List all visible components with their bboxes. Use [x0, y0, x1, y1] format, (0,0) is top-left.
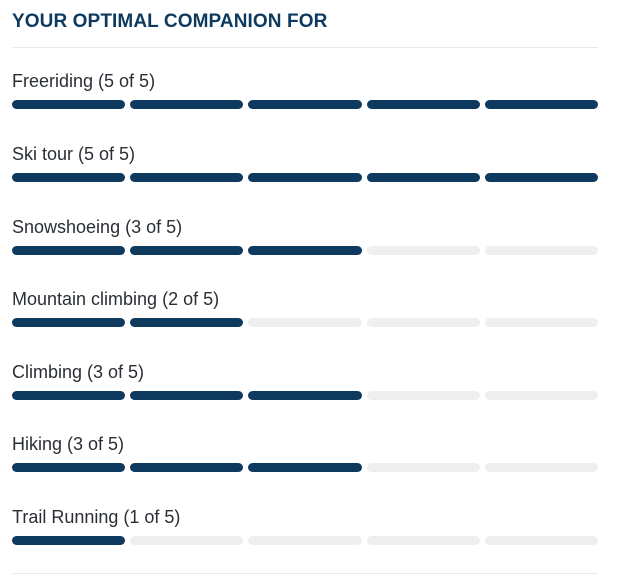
- rating-segment-filled: [12, 246, 126, 255]
- rating-segment-empty: [130, 536, 244, 545]
- divider: [12, 573, 598, 574]
- rating-bar: [12, 391, 599, 400]
- activity-label: Climbing (3 of 5): [12, 362, 145, 382]
- rating-segment-filled: [248, 173, 362, 182]
- rating-segment-empty: [484, 318, 599, 327]
- rating-segment-empty: [366, 536, 480, 545]
- rating-segment-filled: [130, 391, 244, 400]
- activity-label: Hiking (3 of 5): [12, 434, 125, 454]
- activity-rating-mountain-climbing: Mountain climbing (2 of 5): [12, 288, 599, 338]
- activity-rating-hiking: Hiking (3 of 5): [12, 433, 599, 483]
- section-title: YOUR OPTIMAL COMPANION FOR: [12, 11, 328, 32]
- rating-segment-filled: [248, 100, 362, 109]
- activity-rating-trail-running: Trail Running (1 of 5): [12, 506, 599, 556]
- rating-segment-empty: [366, 391, 480, 400]
- rating-segment-filled: [12, 318, 126, 327]
- rating-segment-filled: [12, 173, 126, 182]
- rating-bar: [12, 173, 599, 182]
- rating-segment-filled: [130, 173, 244, 182]
- rating-bar: [12, 463, 599, 472]
- rating-segment-filled: [130, 463, 244, 472]
- divider: [12, 47, 598, 48]
- rating-segment-filled: [130, 100, 244, 109]
- activity-label: Ski tour (5 of 5): [12, 144, 136, 164]
- rating-segment-empty: [484, 463, 599, 472]
- rating-segment-filled: [12, 100, 126, 109]
- rating-segment-filled: [12, 536, 126, 545]
- rating-segment-empty: [366, 463, 480, 472]
- rating-segment-empty: [248, 318, 362, 327]
- rating-segment-empty: [484, 536, 599, 545]
- rating-segment-empty: [248, 536, 362, 545]
- rating-segment-filled: [248, 463, 362, 472]
- rating-segment-filled: [130, 318, 244, 327]
- activity-rating-climbing: Climbing (3 of 5): [12, 361, 599, 411]
- rating-bar: [12, 536, 599, 545]
- rating-segment-filled: [366, 173, 480, 182]
- rating-segment-filled: [12, 463, 126, 472]
- companion-panel: YOUR OPTIMAL COMPANION FOR Freeriding (5…: [12, 0, 599, 578]
- activity-rating-snowshoeing: Snowshoeing (3 of 5): [12, 216, 599, 266]
- activity-label: Freeriding (5 of 5): [12, 71, 156, 91]
- activity-label: Snowshoeing (3 of 5): [12, 217, 183, 237]
- rating-segment-empty: [366, 318, 480, 327]
- rating-bar: [12, 100, 599, 109]
- rating-segment-empty: [484, 246, 599, 255]
- rating-segment-filled: [248, 246, 362, 255]
- rating-segment-filled: [366, 100, 480, 109]
- rating-segment-empty: [484, 391, 599, 400]
- activity-label: Mountain climbing (2 of 5): [12, 289, 220, 309]
- activity-rating-freeriding: Freeriding (5 of 5): [12, 70, 599, 120]
- rating-segment-filled: [248, 391, 362, 400]
- rating-segment-filled: [484, 100, 599, 109]
- rating-bar: [12, 318, 599, 327]
- rating-segment-empty: [366, 246, 480, 255]
- rating-segment-filled: [484, 173, 599, 182]
- rating-bar: [12, 246, 599, 255]
- rating-segment-filled: [12, 391, 126, 400]
- activity-label: Trail Running (1 of 5): [12, 507, 181, 527]
- activity-rating-ski-tour: Ski tour (5 of 5): [12, 143, 599, 193]
- rating-segment-filled: [130, 246, 244, 255]
